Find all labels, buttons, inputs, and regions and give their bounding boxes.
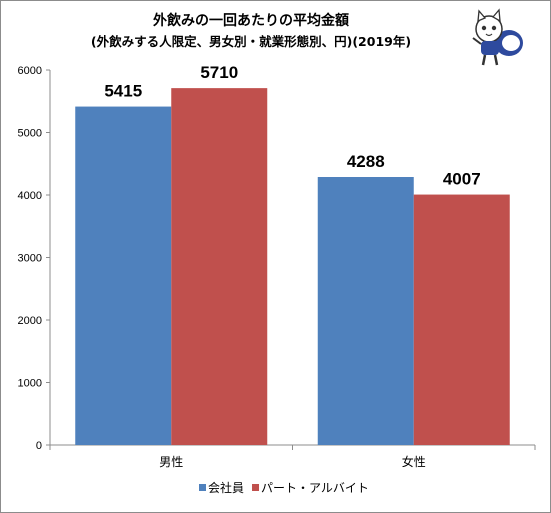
- legend-swatch: [199, 484, 206, 491]
- data-label: 5415: [104, 82, 142, 101]
- legend: 会社員 パート・アルバイト: [199, 480, 369, 495]
- legend-label: 会社員: [208, 480, 244, 495]
- y-tick-label: 5000: [18, 128, 42, 140]
- x-category-label: 男性: [159, 455, 183, 469]
- bar: [413, 194, 510, 445]
- data-label: 4288: [347, 152, 385, 171]
- data-label: 4007: [443, 170, 481, 189]
- y-tick-label: 2000: [18, 315, 42, 327]
- bar: [171, 88, 268, 445]
- y-tick-label: 6000: [18, 65, 42, 77]
- legend-swatch: [252, 484, 260, 491]
- y-tick-label: 1000: [18, 378, 42, 390]
- cat-mascot-icon: [472, 8, 523, 66]
- y-tick-label: 4000: [18, 190, 42, 202]
- chart-subtitle: (外飲みする人限定、男女別・就業形態別、円)(2019年): [91, 34, 411, 49]
- data-label: 5710: [200, 63, 238, 82]
- bar: [317, 177, 414, 445]
- y-tick-label: 3000: [18, 253, 42, 265]
- bar: [75, 106, 172, 445]
- chart-title: 外飲みの一回あたりの平均金額: [153, 12, 349, 29]
- x-category-label: 女性: [402, 454, 426, 469]
- plot-area: 0 1000 2000 3000 4000 5000 6000 5415 5710 男性 4288 4…: [18, 63, 536, 469]
- y-tick-label: 0: [36, 440, 42, 452]
- legend-label: パート・アルバイト: [261, 481, 369, 495]
